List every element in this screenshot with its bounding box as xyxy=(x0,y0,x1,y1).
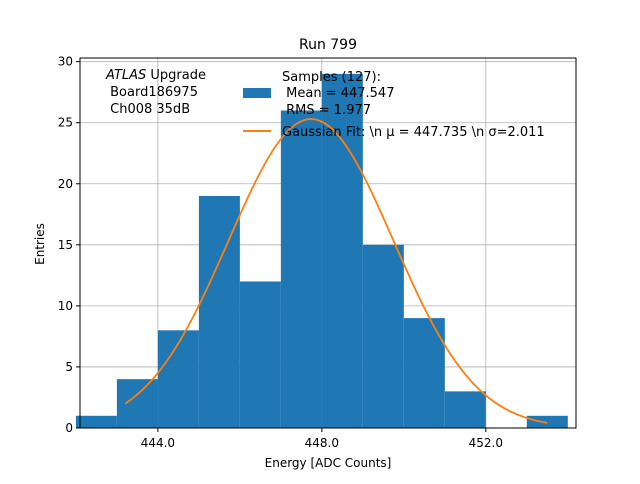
y-tick-label: 15 xyxy=(58,238,73,252)
y-tick-label: 20 xyxy=(58,177,73,191)
histogram-bar xyxy=(280,110,322,429)
x-tick-label: 448.0 xyxy=(305,436,339,450)
annotation-rest: Upgrade xyxy=(146,68,206,83)
histogram-bar xyxy=(198,195,240,428)
y-tick-label: 25 xyxy=(58,116,73,130)
legend-fit-label: Gaussian Fit: \n μ = 447.735 \n σ=2.011 xyxy=(282,125,545,140)
histogram-bar xyxy=(526,415,568,428)
x-tick-label: 444.0 xyxy=(141,436,175,450)
legend-hist-line3: RMS = 1.977 xyxy=(282,103,371,118)
x-axis-label: Energy [ADC Counts] xyxy=(265,456,392,470)
svg-text:ATLAS Upgrade: ATLAS Upgrade xyxy=(105,68,206,83)
histogram-bar xyxy=(362,244,404,428)
y-tick-label: 10 xyxy=(58,299,73,313)
gaussian-fit-curve xyxy=(124,118,548,424)
y-tick-label: 0 xyxy=(65,421,73,435)
y-tick-label: 30 xyxy=(58,55,73,69)
histogram-bar xyxy=(116,379,158,428)
histogram-bar xyxy=(75,415,117,428)
annotation-channel: Ch008 35dB xyxy=(106,102,190,117)
legend-hist-line2: Mean = 447.547 xyxy=(282,86,394,101)
legend-hist-swatch xyxy=(243,88,271,98)
histogram-bar xyxy=(157,330,199,428)
histogram-bar xyxy=(321,73,363,429)
legend-hist-line1: Samples (127): xyxy=(282,70,381,85)
atlas-annotation: ATLAS Upgrade Board186975 Ch008 35dB xyxy=(105,68,206,117)
histogram-bar xyxy=(444,391,486,428)
histogram-bar xyxy=(403,318,445,428)
histogram-bar xyxy=(239,281,281,428)
plot-frame xyxy=(79,57,577,429)
annotation-board: Board186975 xyxy=(106,85,198,100)
y-tick-label: 5 xyxy=(65,360,73,374)
x-tick-label: 452.0 xyxy=(469,436,503,450)
y-axis-label: Entries xyxy=(33,223,47,265)
chart-title: Run 799 xyxy=(299,37,357,53)
annotation-italic: ATLAS xyxy=(105,68,146,83)
legend: Samples (127): Mean = 447.547 RMS = 1.97… xyxy=(243,70,545,140)
